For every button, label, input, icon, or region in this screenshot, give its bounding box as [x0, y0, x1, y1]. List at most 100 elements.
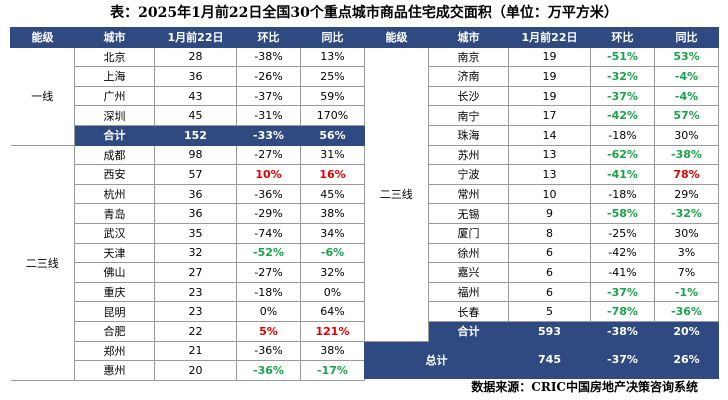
- yoy-cell: 57%: [654, 105, 719, 126]
- yoy-cell: 38%: [300, 340, 365, 362]
- city-cell: 天津: [74, 242, 155, 264]
- city-cell: 重庆: [74, 281, 155, 303]
- city-cell: 南京: [428, 46, 509, 68]
- value-cell: 13: [508, 144, 591, 166]
- yoy-cell: 25%: [300, 66, 365, 87]
- city-cell: 昆明: [74, 301, 155, 322]
- table-title: 表：2025年1月前22日全国30个重点城市商品住宅成交面积（单位：万平方米）: [110, 5, 618, 21]
- total-value: 745: [508, 340, 591, 379]
- table-row: 郑州 21 -36% 38%: [11, 340, 365, 362]
- city-cell: 嘉兴: [428, 262, 509, 283]
- value-cell: 57: [154, 164, 237, 185]
- tier-label: 二三线: [10, 144, 75, 381]
- mom-cell: -18%: [590, 183, 655, 205]
- value-cell: 21: [154, 340, 237, 362]
- yoy-cell: 38%: [300, 203, 365, 224]
- table-row: 二三线 成都 98 -27% 31%: [10, 144, 365, 381]
- mom-cell: -36%: [236, 340, 301, 362]
- value-cell: 19: [508, 85, 591, 107]
- yoy-cell: 53%: [654, 46, 719, 68]
- yoy-cell: 59%: [300, 85, 365, 107]
- yoy-cell: -32%: [654, 203, 719, 224]
- value-cell: 10: [508, 183, 591, 205]
- total-label: 总计: [364, 340, 509, 379]
- header-city: 城市: [74, 27, 155, 48]
- mom-cell: -29%: [236, 203, 301, 224]
- header-value: 1月前22日: [508, 27, 591, 48]
- total-row: 总计 745 -37% 26%: [364, 340, 719, 379]
- value-cell: 6: [508, 262, 591, 283]
- city-cell: 郑州: [74, 340, 155, 362]
- mom-cell: -38%: [236, 46, 301, 68]
- city-cell: 青岛: [74, 203, 155, 224]
- yoy-cell: 34%: [300, 222, 365, 244]
- yoy-cell: 3%: [654, 242, 719, 264]
- left-table: 能级 城市 1月前22日 环比 同比 一线 北京 28 -38% 13% 上海 36 -26%…: [10, 27, 365, 381]
- value-cell: 6: [508, 281, 591, 303]
- table-row: 二三线 南京 19 -51% 53%: [364, 46, 719, 342]
- yoy-cell: 170%: [300, 105, 365, 126]
- mom-cell: -62%: [590, 144, 655, 166]
- table-row: 厦门 8 -25% 30%: [365, 222, 719, 244]
- mom-cell: -42%: [590, 105, 655, 126]
- city-cell: 武汉: [74, 222, 155, 244]
- city-cell: 苏州: [428, 144, 509, 166]
- mom-cell: 5%: [236, 320, 301, 342]
- subtotal-value: 152: [154, 124, 237, 146]
- subtotal-row: 合计 593 -38% 20%: [365, 320, 719, 342]
- header-yoy: 同比: [654, 27, 719, 48]
- value-cell: 35: [154, 222, 237, 244]
- value-cell: 23: [154, 301, 237, 322]
- table-row: 西安 57 10% 16%: [11, 164, 365, 185]
- city-cell: 厦门: [428, 222, 509, 244]
- mom-cell: -36%: [236, 360, 301, 381]
- mom-cell: -32%: [590, 66, 655, 87]
- value-cell: 32: [154, 242, 237, 264]
- value-cell: 98: [154, 144, 237, 166]
- table-row: 重庆 23 -18% 0%: [11, 281, 365, 303]
- mom-cell: 0%: [236, 301, 301, 322]
- value-cell: 6: [508, 242, 591, 264]
- table-row: 一线 北京 28 -38% 13%: [10, 46, 365, 146]
- yoy-cell: -1%: [654, 281, 719, 303]
- yoy-cell: -4%: [654, 85, 719, 107]
- table-row: 长春 5 -78% -36%: [365, 301, 719, 322]
- yoy-cell: 31%: [300, 144, 365, 166]
- table-row: 深圳 45 -31% 170%: [11, 105, 365, 126]
- city-cell: 佛山: [74, 262, 155, 283]
- right-table: 能级 城市 1月前22日 环比 同比 二三线 南京 19 -51% 53% 济南 19 -32…: [364, 27, 719, 379]
- mom-cell: -74%: [236, 222, 301, 244]
- header-yoy: 同比: [300, 27, 365, 48]
- city-cell: 济南: [428, 66, 509, 87]
- header-mom: 环比: [590, 27, 655, 48]
- yoy-cell: 121%: [300, 320, 365, 342]
- mom-cell: -36%: [236, 183, 301, 205]
- subtotal-yoy: 20%: [654, 320, 719, 342]
- mom-cell: -52%: [236, 242, 301, 264]
- yoy-cell: 13%: [300, 46, 365, 68]
- city-cell: 福州: [428, 281, 509, 303]
- table-row: 武汉 35 -74% 34%: [11, 222, 365, 244]
- mom-cell: -37%: [590, 281, 655, 303]
- right-header-row: 能级 城市 1月前22日 环比 同比: [364, 27, 719, 48]
- mom-cell: -26%: [236, 66, 301, 87]
- yoy-cell: -17%: [300, 360, 365, 381]
- mom-cell: -42%: [590, 242, 655, 264]
- yoy-cell: 16%: [300, 164, 365, 185]
- table-row: 常州 10 -18% 29%: [365, 183, 719, 205]
- tier-label: 二三线: [364, 46, 429, 342]
- left-header-row: 能级 城市 1月前22日 环比 同比: [10, 27, 365, 48]
- yoy-cell: 30%: [654, 124, 719, 146]
- mom-cell: -25%: [590, 222, 655, 244]
- total-mom: -37%: [590, 340, 655, 379]
- table-row: 长沙 19 -37% -4%: [365, 85, 719, 107]
- mom-cell: -78%: [590, 301, 655, 322]
- city-cell: 广州: [74, 85, 155, 107]
- mom-cell: -51%: [590, 46, 655, 68]
- yoy-cell: -4%: [654, 66, 719, 87]
- yoy-cell: 64%: [300, 301, 365, 322]
- city-cell: 成都: [74, 144, 155, 166]
- table-row: 惠州 20 -36% -17%: [11, 360, 365, 381]
- subtotal-mom: -38%: [590, 320, 655, 342]
- yoy-cell: -36%: [654, 301, 719, 322]
